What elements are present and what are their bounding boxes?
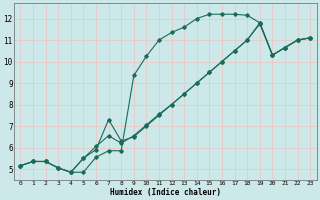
X-axis label: Humidex (Indice chaleur): Humidex (Indice chaleur) xyxy=(110,188,221,197)
